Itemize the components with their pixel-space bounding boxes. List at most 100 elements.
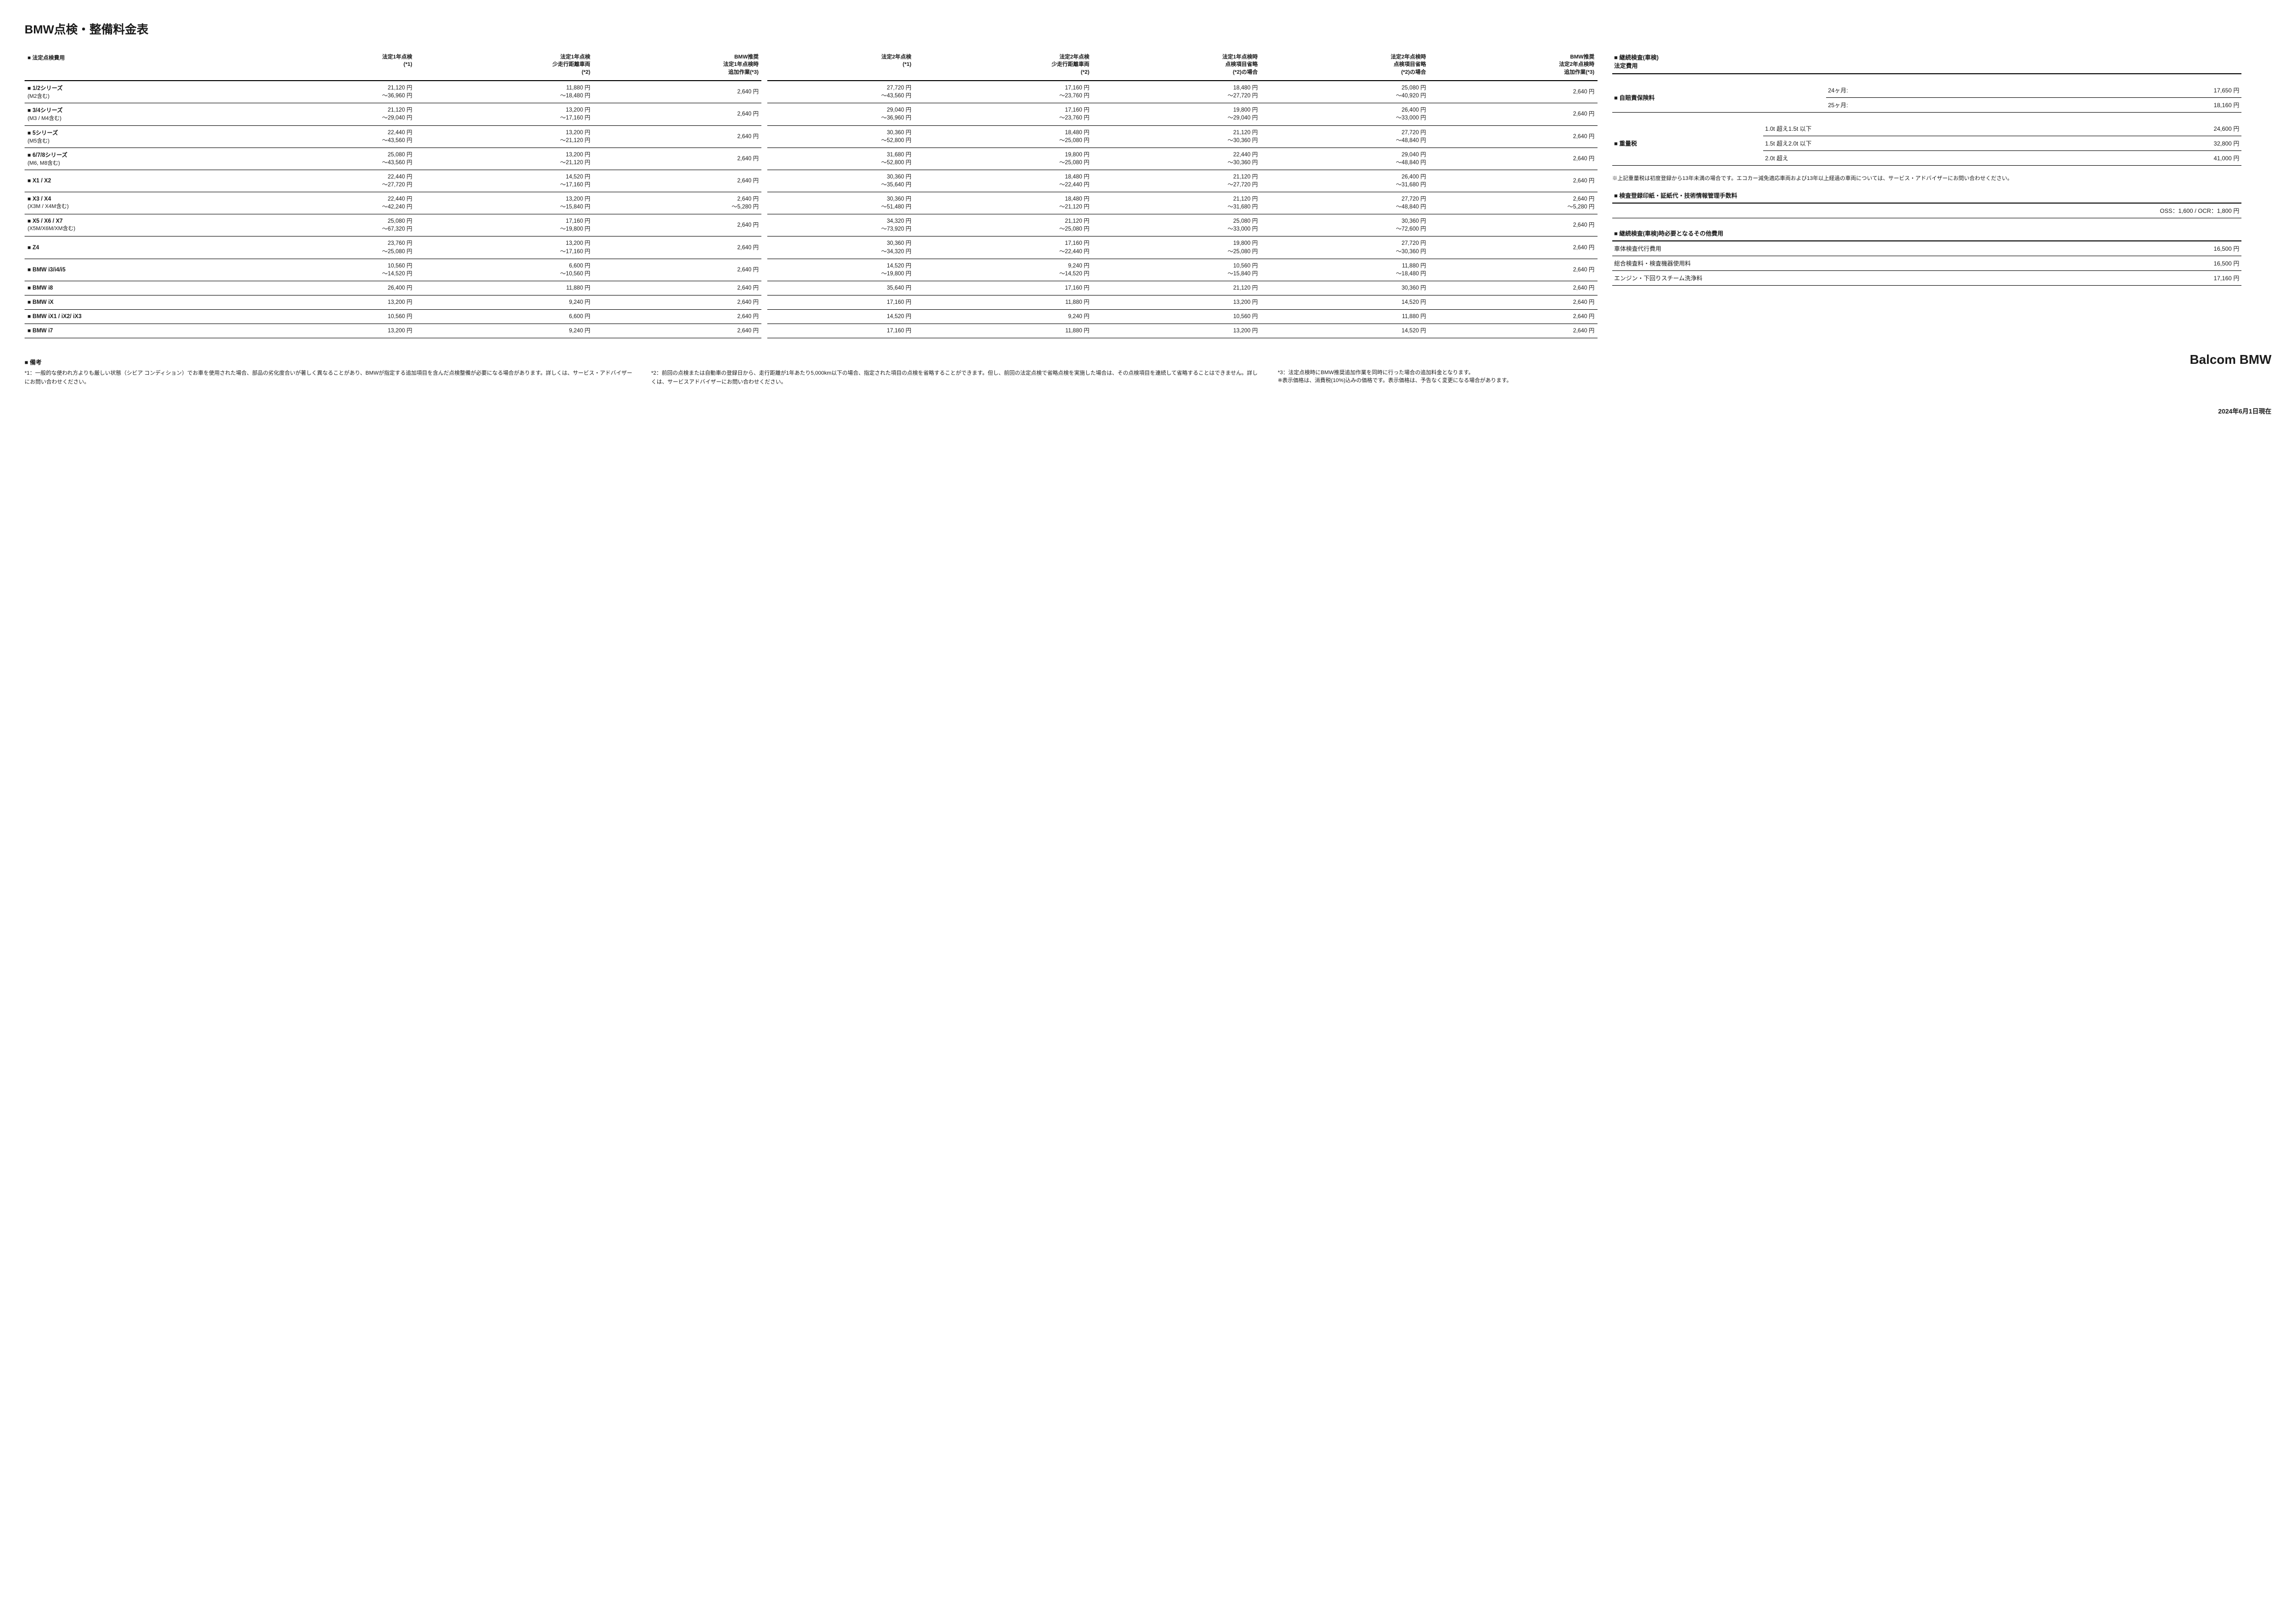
price-cell: 9,240 円～14,520 円	[914, 259, 1092, 281]
col-3: 法定2年点検(*1)	[767, 52, 914, 81]
price-cell: 13,200 円～21,120 円	[415, 148, 593, 170]
price-cell: 30,360 円～34,320 円	[767, 236, 914, 259]
price-cell: 29,040 円～36,960 円	[767, 103, 914, 125]
weight-k-0: 1.0t 超え1.5t 以下	[1763, 121, 2065, 136]
price-cell: 29,040 円～48,840 円	[1261, 148, 1429, 170]
price-cell: 25,080 円～40,920 円	[1261, 81, 1429, 103]
jibai-table: ■ 自賠責保険料 24ヶ月: 17,650 円 25ヶ月: 18,160 円	[1612, 83, 2241, 113]
price-cell: 2,640 円	[593, 214, 761, 236]
model-cell: ■ 5シリーズ(M5含む)	[25, 125, 268, 148]
price-cell: 27,720 円～43,560 円	[767, 81, 914, 103]
price-cell: 17,160 円～23,760 円	[914, 103, 1092, 125]
jibai-v-1: 18,160 円	[2012, 97, 2241, 112]
price-cell: 26,400 円	[268, 281, 415, 295]
price-cell: 19,800 円～25,080 円	[1092, 236, 1260, 259]
price-cell: 22,440 円～30,360 円	[1092, 148, 1260, 170]
remark-2: *2：前回の点検または自動車の登録日から、走行距離が1年あたり5,000km以下…	[651, 369, 1263, 386]
price-cell: 13,200 円～17,160 円	[415, 236, 593, 259]
spacer	[761, 52, 767, 81]
table-row: ■ BMW i713,200 円9,240 円2,640 円17,160 円11…	[25, 324, 1598, 338]
table-row: ■ BMW iX13,200 円9,240 円2,640 円17,160 円11…	[25, 295, 1598, 309]
price-cell: 11,880 円	[914, 295, 1092, 309]
price-cell: 18,480 円～22,440 円	[914, 170, 1092, 192]
price-cell: 35,640 円	[767, 281, 914, 295]
model-cell: ■ BMW i3/i4/i5	[25, 259, 268, 281]
table-row: ■ BMW i3/i4/i510,560 円～14,520 円6,600 円～1…	[25, 259, 1598, 281]
price-cell: 11,880 円	[914, 324, 1092, 338]
price-cell: 21,120 円～25,080 円	[914, 214, 1092, 236]
main-heading-cell: ■ 法定点検費用	[25, 52, 268, 81]
table-row: ■ 3/4シリーズ(M3 / M4含む)21,120 円～29,040 円13,…	[25, 103, 1598, 125]
price-cell: 30,360 円～51,480 円	[767, 192, 914, 214]
price-cell: 11,880 円～18,480 円	[415, 81, 593, 103]
price-cell: 13,200 円～21,120 円	[415, 125, 593, 148]
price-cell: 10,560 円	[268, 310, 415, 324]
price-cell: 19,800 円～29,040 円	[1092, 103, 1260, 125]
price-cell: 2,640 円	[1429, 259, 1598, 281]
col-5: 法定1年点検時点検項目省略(*2)の場合	[1092, 52, 1260, 81]
other-k-1: 総合検査料・検査機器使用料	[1612, 256, 2089, 271]
other-v-2: 17,160 円	[2089, 271, 2241, 286]
price-cell: 2,640 円	[593, 295, 761, 309]
price-cell: 2,640 円	[593, 81, 761, 103]
weight-v-0: 24,600 円	[2065, 121, 2241, 136]
price-cell: 2,640 円	[1429, 214, 1598, 236]
price-cell: 17,160 円	[767, 295, 914, 309]
price-cell: 10,560 円	[1092, 310, 1260, 324]
page-title: BMW点検・整備料金表	[25, 20, 2271, 37]
price-cell: 2,640 円	[1429, 103, 1598, 125]
other-fees-table: ■ 継続検査(車検)時必要となるその他費用 車体検査代行費用 16,500 円 …	[1612, 227, 2241, 286]
remarks-section: ■ 備考 *1：一般的な使われ方よりも厳しい状態（シビア コンディション）でお車…	[25, 358, 2271, 386]
model-cell: ■ X5 / X6 / X7(X5M/X6M/XM含む)	[25, 214, 268, 236]
table-row: ■ X5 / X6 / X7(X5M/X6M/XM含む)25,080 円～67,…	[25, 214, 1598, 236]
price-cell: 13,200 円	[268, 324, 415, 338]
price-cell: 26,400 円～33,000 円	[1261, 103, 1429, 125]
price-cell: 2,640 円	[1429, 281, 1598, 295]
other-k-2: エンジン・下回りスチーム洗浄料	[1612, 271, 2089, 286]
price-cell: 25,080 円～67,320 円	[268, 214, 415, 236]
weight-v-1: 32,800 円	[2065, 136, 2241, 150]
price-cell: 13,200 円～17,160 円	[415, 103, 593, 125]
date-line: 2024年6月1日現在	[25, 406, 2271, 415]
price-cell: 9,240 円	[415, 324, 593, 338]
other-row-2: エンジン・下回りスチーム洗浄料 17,160 円	[1612, 271, 2241, 286]
price-cell: 14,520 円	[767, 310, 914, 324]
weight-note: ※上記重量税は初度登録から13年未満の場合です。エコカー減免適応車両および13年…	[1612, 175, 2241, 183]
shaken-heading-table: ■ 継続検査(車検)法定費用	[1612, 52, 2241, 74]
price-cell: 18,480 円～21,120 円	[914, 192, 1092, 214]
price-cell: 27,720 円～30,360 円	[1261, 236, 1429, 259]
col-4: 法定2年点検少走行距離車両(*2)	[914, 52, 1092, 81]
price-cell: 11,880 円	[415, 281, 593, 295]
price-cell: 2,640 円	[593, 310, 761, 324]
price-cell: 2,640 円	[1429, 236, 1598, 259]
other-v-1: 16,500 円	[2089, 256, 2241, 271]
weight-row-0: ■ 重量税 1.0t 超え1.5t 以下 24,600 円	[1612, 121, 2241, 136]
model-cell: ■ Z4	[25, 236, 268, 259]
price-cell: 21,120 円～29,040 円	[268, 103, 415, 125]
layout: ■ 法定点検費用 法定1年点検(*1) 法定1年点検少走行距離車両(*2) BM…	[25, 52, 2271, 338]
price-cell: 34,320 円～73,920 円	[767, 214, 914, 236]
price-cell: 11,880 円～18,480 円	[1261, 259, 1429, 281]
price-cell: 18,480 円～27,720 円	[1092, 81, 1260, 103]
price-cell: 2,640 円	[593, 281, 761, 295]
price-cell: 14,520 円～17,160 円	[415, 170, 593, 192]
price-cell: 19,800 円～25,080 円	[914, 148, 1092, 170]
weight-tax-table: ■ 重量税 1.0t 超え1.5t 以下 24,600 円 1.5t 超え2.0…	[1612, 121, 2241, 166]
price-cell: 21,120 円～31,680 円	[1092, 192, 1260, 214]
price-cell: 2,640 円	[1429, 125, 1598, 148]
model-cell: ■ X3 / X4(X3M / X4M含む)	[25, 192, 268, 214]
price-cell: 21,120 円～36,960 円	[268, 81, 415, 103]
table-row: ■ X1 / X222,440 円～27,720 円14,520 円～17,16…	[25, 170, 1598, 192]
price-cell: 2,640 円	[1429, 295, 1598, 309]
price-cell: 2,640 円	[593, 103, 761, 125]
price-cell: 14,520 円～19,800 円	[767, 259, 914, 281]
price-cell: 13,200 円	[1092, 324, 1260, 338]
other-heading: ■ 継続検査(車検)時必要となるその他費用	[1612, 227, 2241, 241]
price-cell: 17,160 円	[767, 324, 914, 338]
weight-v-2: 41,000 円	[2065, 150, 2241, 165]
price-cell: 30,360 円～35,640 円	[767, 170, 914, 192]
col-6: 法定2年点検時点検項目省略(*2)の場合	[1261, 52, 1429, 81]
price-cell: 2,640 円～5,280 円	[1429, 192, 1598, 214]
jibai-k-1: 25ヶ月:	[1826, 97, 2012, 112]
model-cell: ■ 6/7/8シリーズ(M6, M8含む)	[25, 148, 268, 170]
